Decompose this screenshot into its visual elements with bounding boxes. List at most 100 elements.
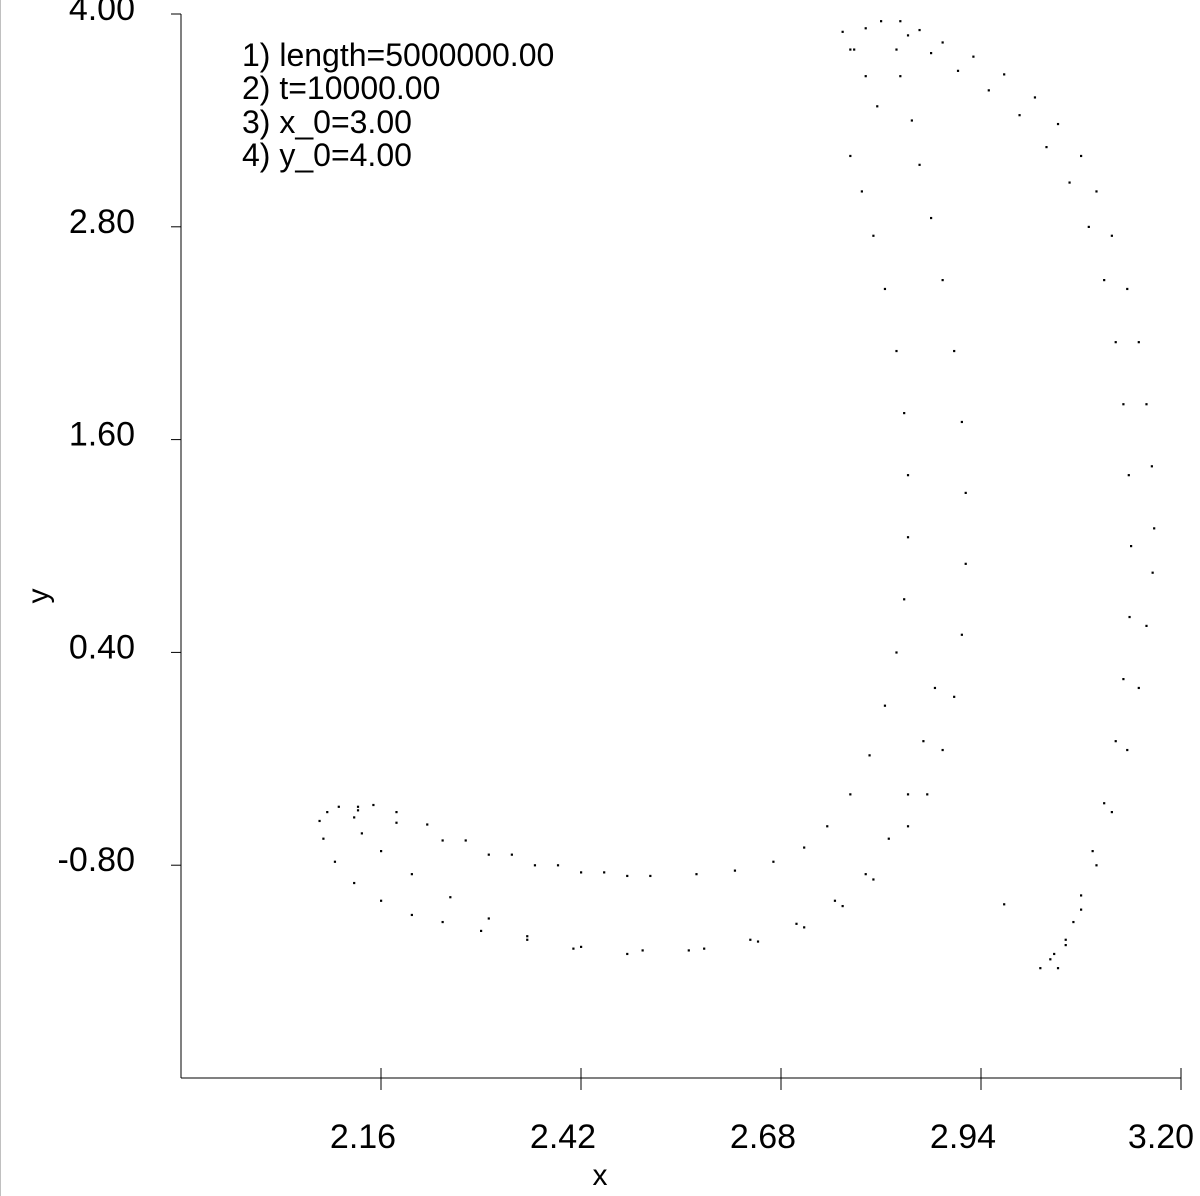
data-point <box>803 846 806 849</box>
data-point <box>1087 225 1090 228</box>
data-point <box>556 864 560 867</box>
data-point <box>899 75 902 78</box>
data-point <box>1145 403 1148 406</box>
data-point <box>964 562 967 565</box>
data-point <box>883 287 887 291</box>
data-point <box>333 860 337 863</box>
data-point <box>703 947 706 950</box>
y-tick-label: -0.80 <box>58 841 136 879</box>
data-point <box>1068 181 1071 184</box>
data-point <box>864 27 867 30</box>
data-points <box>318 20 1156 970</box>
data-point <box>868 754 871 757</box>
data-point <box>1126 287 1129 291</box>
annotation-block: 1) length=5000000.00 2) t=10000.00 3) x_… <box>242 37 554 173</box>
data-point <box>356 805 360 808</box>
data-point <box>395 821 398 824</box>
y-tick-label: 1.60 <box>69 416 135 454</box>
data-point <box>1039 967 1042 970</box>
data-point <box>1080 894 1083 897</box>
data-point <box>526 938 529 941</box>
data-point <box>1056 967 1060 970</box>
y-ticks: 4.00 2.80 1.60 0.40 -0.80 <box>58 0 181 879</box>
data-point <box>526 935 529 938</box>
data-point <box>649 874 652 878</box>
data-point <box>880 20 883 23</box>
data-point <box>533 864 537 867</box>
data-point <box>941 279 944 282</box>
data-point <box>899 20 902 23</box>
data-point <box>1080 908 1083 911</box>
data-point <box>941 748 944 752</box>
data-point <box>1072 920 1075 924</box>
annotation-line: 3) x_0=3.00 <box>242 104 412 140</box>
data-point <box>930 216 933 220</box>
data-point <box>322 837 325 840</box>
data-point <box>426 823 429 826</box>
data-point <box>380 850 383 853</box>
data-point <box>687 949 690 952</box>
data-point <box>749 938 752 941</box>
x-axis-label: x <box>593 1159 608 1192</box>
data-point <box>826 825 829 828</box>
data-point <box>1151 571 1154 574</box>
data-point <box>580 871 583 874</box>
data-point <box>941 41 944 44</box>
data-point <box>1122 678 1125 681</box>
data-point <box>1153 527 1156 530</box>
data-point <box>1053 952 1056 956</box>
data-point <box>895 48 898 51</box>
data-point <box>903 598 906 601</box>
data-point <box>918 28 921 32</box>
data-point <box>1128 615 1131 619</box>
data-point <box>833 899 837 902</box>
x-tick-label: 2.94 <box>930 1118 996 1156</box>
data-point <box>918 163 921 166</box>
data-point <box>960 420 963 424</box>
data-point <box>1049 958 1052 961</box>
data-point <box>641 949 644 952</box>
data-point <box>480 929 483 933</box>
data-point <box>572 947 575 950</box>
x-tick-label: 3.20 <box>1128 1118 1194 1156</box>
data-point <box>803 926 806 929</box>
data-point <box>1095 190 1098 193</box>
data-point <box>395 811 398 814</box>
data-point <box>860 190 863 193</box>
data-point <box>903 412 906 415</box>
data-point <box>841 904 844 908</box>
data-point <box>872 878 875 881</box>
data-point <box>895 349 898 353</box>
data-point <box>510 853 513 856</box>
data-point <box>922 740 925 743</box>
data-point <box>1018 114 1021 117</box>
data-point <box>1145 624 1148 627</box>
y-axis-label: y <box>22 589 55 604</box>
data-point <box>441 839 444 842</box>
data-point <box>1080 154 1083 158</box>
data-point <box>1130 545 1133 548</box>
data-point <box>360 832 363 835</box>
data-point <box>380 899 383 902</box>
data-point <box>960 633 963 636</box>
data-point <box>372 803 375 807</box>
data-point <box>487 917 490 920</box>
window-edge-line <box>0 0 1 1196</box>
data-point <box>953 695 956 698</box>
data-point <box>926 793 929 796</box>
data-point <box>464 839 467 842</box>
data-point <box>849 154 852 158</box>
data-point <box>337 805 340 808</box>
y-tick-label: 0.40 <box>69 628 135 666</box>
data-point <box>1056 122 1060 126</box>
data-point <box>449 896 452 899</box>
data-point <box>933 686 937 690</box>
data-point <box>849 48 852 51</box>
data-point <box>906 825 910 828</box>
x-tick-label: 2.16 <box>330 1118 396 1156</box>
data-point <box>1122 403 1125 406</box>
data-point <box>876 105 879 108</box>
data-point <box>887 837 890 840</box>
data-point <box>1127 474 1130 477</box>
